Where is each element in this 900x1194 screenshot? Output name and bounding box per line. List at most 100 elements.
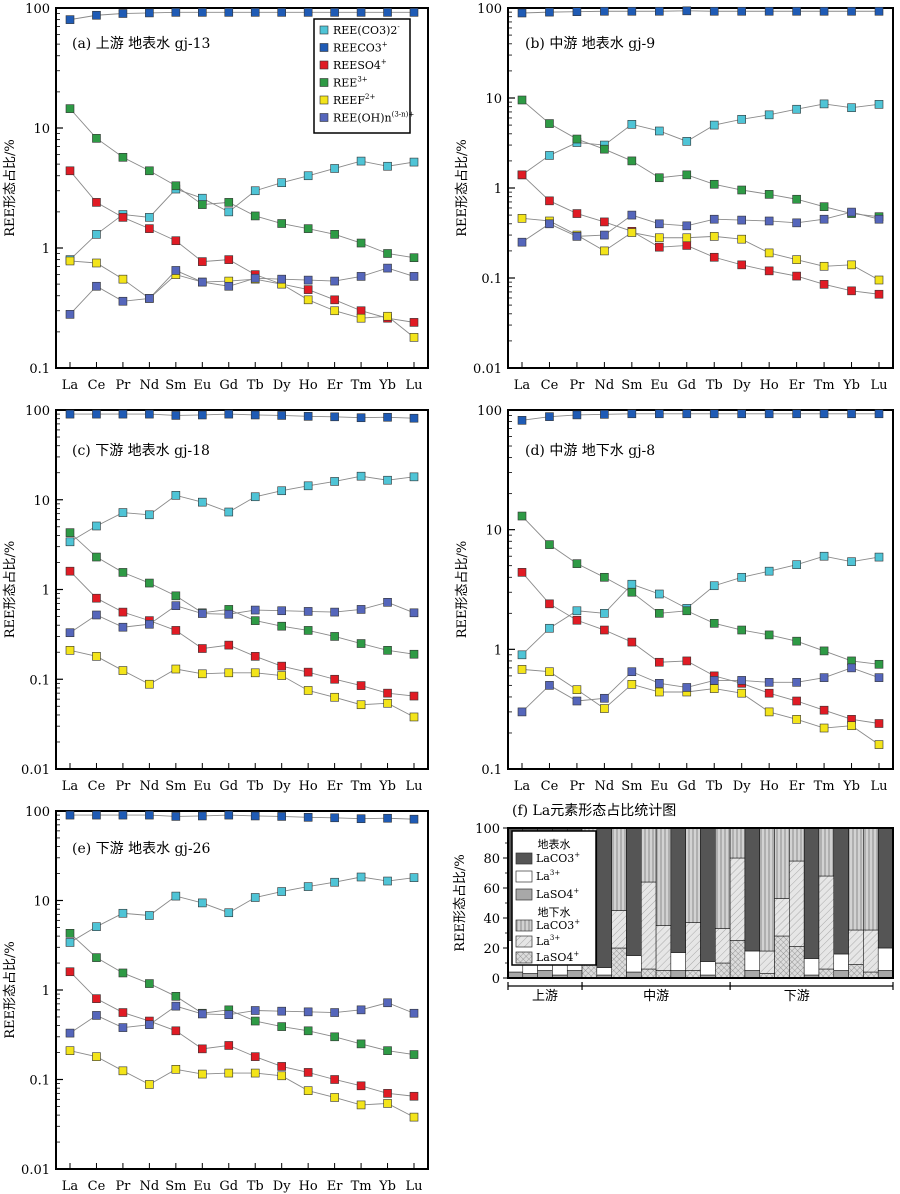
data-point (600, 246, 609, 256)
data-point (171, 266, 181, 275)
legend-entry: LaCO3+ (536, 918, 580, 932)
data-point (92, 258, 101, 268)
legend-entry-base: LaSO4 (536, 888, 573, 901)
data-point (145, 810, 154, 820)
data-point (92, 521, 101, 531)
y-axis-label: REE形态占比/% (3, 941, 18, 1039)
data-point (709, 684, 719, 693)
data-point (65, 528, 75, 537)
series-line-1 (69, 475, 415, 543)
data-point (250, 893, 260, 902)
data-point (224, 810, 234, 820)
bar-segment-laso4 (641, 968, 657, 979)
data-point (409, 1008, 419, 1018)
bar-segment-laso4 (685, 970, 701, 979)
bar-segment-laco3 (685, 827, 701, 923)
series-line-2 (70, 814, 415, 820)
group-label: 下游 (784, 989, 810, 1004)
series-line-6 (521, 211, 880, 243)
data-point (330, 674, 339, 684)
data-point (517, 95, 527, 105)
legend-box (313, 18, 411, 134)
plot-frame (507, 409, 894, 770)
data-point (682, 241, 692, 250)
data-point (356, 700, 366, 710)
bar-segment-la3 (700, 961, 716, 976)
plot-frame (507, 7, 894, 369)
data-point (627, 156, 637, 166)
data-point (356, 1100, 366, 1110)
x-tick-label: Er (327, 378, 343, 393)
data-point (330, 306, 339, 316)
data-point (171, 491, 181, 500)
y-tick-label: 0 (492, 972, 500, 987)
data-point (171, 601, 181, 610)
legend-entry: REE(OH)n(3-n)+ (333, 111, 414, 125)
bar-segment-la3 (611, 910, 627, 949)
data-point (118, 213, 128, 222)
bar-segment-la3 (729, 857, 746, 941)
bar-segment-laco3 (670, 827, 686, 953)
data-point (330, 276, 339, 286)
bar-segment-laso4 (670, 970, 686, 979)
bar-segment-laco3 (641, 827, 657, 883)
data-point (224, 668, 234, 678)
x-tick-label: La (514, 378, 531, 393)
data-point (627, 579, 637, 589)
data-point (145, 578, 154, 588)
data-point (145, 213, 154, 222)
legend-entry-base: La (536, 935, 550, 948)
data-point (600, 217, 609, 227)
data-point (118, 607, 128, 617)
data-point (655, 609, 664, 618)
series-line-1 (69, 876, 415, 943)
data-point (65, 310, 75, 319)
bar-segment-laco3 (818, 827, 835, 877)
data-point (383, 8, 392, 17)
bar-segment-la3 (803, 958, 820, 976)
x-tick-label: Dy (733, 378, 751, 393)
legend-header: 地表水 (538, 837, 571, 851)
data-point (764, 190, 774, 199)
y-tick-label: 10 (485, 92, 502, 107)
plot-frame (55, 810, 429, 1170)
x-tick-label: Tb (247, 378, 264, 393)
bar-segment-la3 (863, 929, 879, 973)
y-tick-label: 100 (25, 404, 50, 419)
data-point (792, 6, 801, 16)
series-line-2 (521, 10, 879, 14)
series-line-2 (69, 11, 414, 21)
data-point (847, 286, 856, 296)
data-point (356, 156, 366, 166)
x-tick-label: Pr (569, 779, 585, 794)
data-point (277, 887, 286, 896)
data-point (92, 652, 101, 661)
data-point (792, 678, 801, 687)
data-point (118, 622, 128, 632)
data-point (545, 540, 554, 549)
data-point (819, 280, 829, 289)
data-point (171, 812, 181, 821)
data-point (874, 100, 884, 109)
y-tick-label: 100 (475, 822, 500, 837)
bar-segment-laco3 (774, 827, 790, 899)
data-point (118, 274, 128, 284)
data-point (764, 6, 774, 16)
data-point (92, 281, 101, 291)
data-point (517, 665, 527, 674)
data-point (118, 968, 128, 978)
data-point (383, 412, 392, 422)
x-tick-label: Eu (650, 378, 668, 393)
data-point (356, 313, 366, 323)
data-point (118, 508, 128, 517)
data-point (303, 8, 313, 17)
bar-segment-la3 (744, 950, 760, 971)
legend-swatch (319, 60, 329, 70)
series-line-4 (521, 99, 880, 218)
bar-segment-la3 (655, 925, 672, 971)
x-tick-label: Lu (405, 1179, 422, 1194)
y-tick-label: 0.1 (481, 763, 502, 778)
data-point (819, 202, 829, 211)
x-tick-label: Tm (814, 378, 835, 393)
data-point (709, 619, 719, 628)
